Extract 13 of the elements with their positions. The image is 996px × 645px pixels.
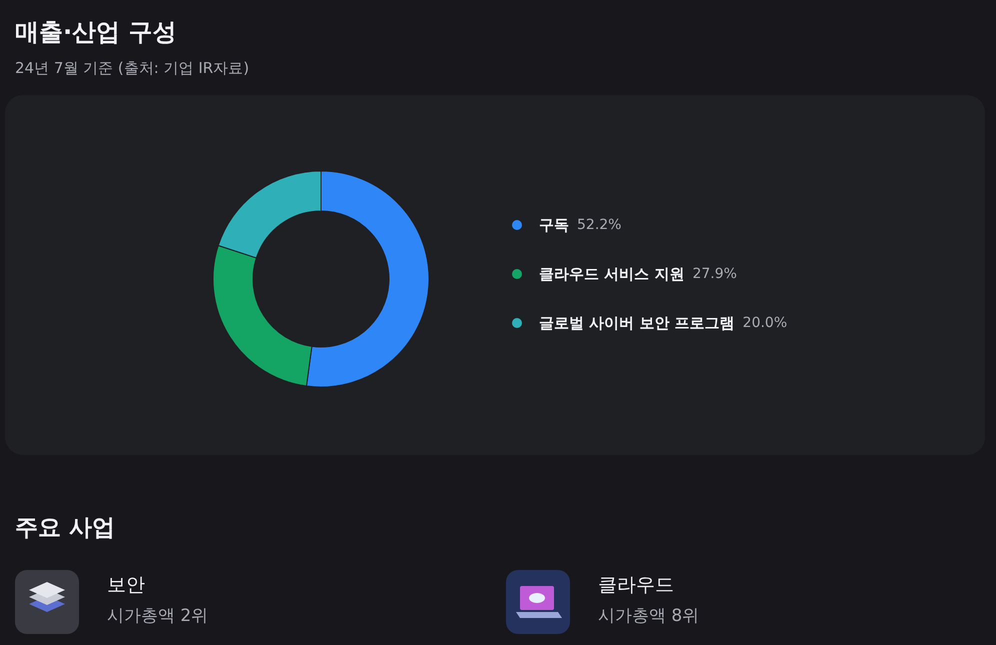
- chart-title: 매출·산업 구성: [15, 17, 176, 48]
- chart-subtitle: 24년 7월 기준 (출처: 기업 IR자료): [15, 59, 250, 78]
- legend-label: 클라우드 서비스 지원: [539, 264, 684, 284]
- text: 보안: [107, 573, 146, 598]
- legend-label: 글로벌 사이버 보안 프로그램: [539, 314, 735, 332]
- data-label: 27.9%: [692, 266, 737, 282]
- text: 시가총액 2위: [107, 605, 208, 627]
- data-label: 52.2%: [577, 217, 622, 233]
- legend-label: 구독: [539, 216, 569, 234]
- data-label: 20.0%: [742, 315, 788, 331]
- text: 클라우드: [598, 573, 675, 598]
- text: 주요 사업: [15, 514, 116, 543]
- text: 시가총액 8위: [598, 605, 700, 627]
